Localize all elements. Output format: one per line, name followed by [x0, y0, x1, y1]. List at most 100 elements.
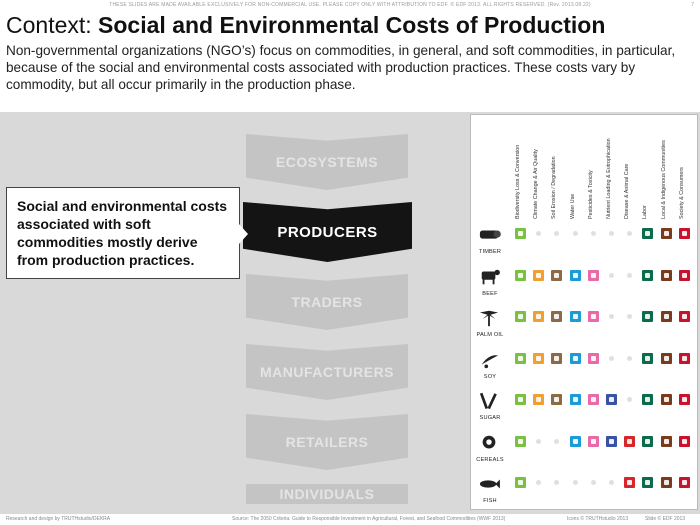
- impact-glyph-icon: [572, 314, 578, 319]
- impact-glyph-icon: [663, 314, 669, 319]
- impact-glyph-icon: [554, 397, 560, 402]
- impact-glyph-icon: [663, 231, 669, 236]
- impact-glyph-icon: [663, 355, 669, 361]
- palm-oil-icon: [477, 308, 501, 328]
- chain-step-retailers: RETAILERS: [246, 414, 408, 470]
- impact-cell-active: [678, 311, 690, 322]
- impact-glyph-icon: [609, 438, 614, 444]
- matrix-row-timber: TIMBER: [471, 221, 697, 263]
- impact-cell-active: [678, 352, 690, 364]
- page-number: 7: [691, 2, 694, 8]
- impact-cell-active: [624, 477, 636, 488]
- impact-cell-inactive: [533, 436, 544, 447]
- beef-icon: [477, 267, 501, 287]
- impact-cell-active: [678, 269, 690, 281]
- impact-glyph-icon: [645, 438, 651, 444]
- impact-cell-active: [587, 311, 599, 322]
- fish-icon: [477, 474, 501, 494]
- impact-cell-active: [678, 394, 690, 405]
- impact-cell-inactive: [551, 436, 562, 447]
- chain-step-individuals: INDIVIDUALS: [246, 484, 408, 504]
- slide-title-prefix: Context:: [6, 12, 92, 38]
- matrix-row-label: SUGAR: [479, 415, 501, 421]
- impact-glyph-icon: [536, 314, 542, 319]
- impact-cell-active: [642, 228, 654, 239]
- footer-credit: Research and design by TRUTHstudio/DEKRA: [6, 516, 111, 522]
- impact-cell-active: [515, 477, 526, 488]
- impact-glyph-icon: [681, 397, 687, 402]
- impact-glyph-icon: [663, 397, 669, 402]
- impact-glyph-icon: [645, 397, 651, 402]
- impact-glyph-icon: [609, 397, 614, 402]
- footer-icons-credit: Icons © TRUTHstudio 2013: [567, 516, 629, 522]
- impact-cell-inactive: [533, 477, 544, 488]
- impact-cell-active: [569, 269, 581, 281]
- impact-cell-active: [533, 394, 545, 405]
- impact-glyph-icon: [663, 438, 669, 444]
- impact-glyph-icon: [572, 397, 578, 402]
- matrix-column-label: Labor: [642, 205, 649, 219]
- cereals-icon: [477, 433, 501, 453]
- impact-glyph-icon: [554, 314, 560, 319]
- impact-glyph-icon: [681, 272, 687, 278]
- impact-glyph-icon: [590, 397, 596, 402]
- impact-cell-inactive: [606, 311, 617, 322]
- impact-cell-active: [551, 394, 563, 405]
- impact-glyph-icon: [627, 438, 633, 444]
- impact-glyph-icon: [681, 314, 687, 319]
- matrix-row-fish: FISH: [471, 470, 697, 512]
- matrix-column-label: Disease & Animal Care: [624, 163, 631, 219]
- impact-glyph-icon: [554, 355, 560, 361]
- callout-pointer: [239, 224, 248, 244]
- impact-cell-inactive: [588, 228, 599, 239]
- impact-cell-active: [515, 435, 526, 447]
- matrix-column-label: Soil Erosion / Degradation: [551, 156, 558, 219]
- impact-cell-active: [642, 394, 654, 405]
- impact-glyph-icon: [645, 480, 651, 485]
- impact-glyph-icon: [663, 480, 669, 485]
- impact-matrix: Biodiversity Loss & Conversion Climate Ch…: [470, 114, 698, 510]
- matrix-row-label: PALM OIL: [476, 332, 504, 338]
- impact-glyph-icon: [627, 480, 633, 485]
- impact-cell-active: [569, 394, 581, 405]
- impact-glyph-icon: [518, 480, 523, 485]
- matrix-row-label: FISH: [483, 498, 497, 504]
- impact-glyph-icon: [663, 272, 669, 278]
- footer-slide-credit: Slide © EDF 2013: [645, 516, 686, 522]
- impact-cell-active: [569, 352, 581, 364]
- impact-cell-active: [551, 352, 563, 364]
- impact-glyph-icon: [572, 438, 578, 444]
- impact-cell-active: [678, 435, 690, 447]
- impact-glyph-icon: [681, 438, 687, 444]
- matrix-row-soy: SOY: [471, 346, 697, 388]
- impact-cell-active: [533, 269, 545, 281]
- impact-cell-active: [587, 435, 599, 447]
- matrix-column-label: Climate Change & Air Quality: [533, 149, 540, 219]
- chain-step-producers: PRODUCERS: [243, 202, 412, 262]
- impact-cell-active: [551, 269, 563, 281]
- impact-cell-active: [660, 269, 672, 281]
- matrix-column-label: Nutrient Loading & Eutrophication: [606, 138, 612, 219]
- impact-cell-inactive: [570, 228, 581, 239]
- impact-cell-active: [515, 311, 526, 322]
- impact-glyph-icon: [681, 231, 687, 236]
- matrix-row-beef: BEEF: [471, 263, 697, 305]
- impact-cell-inactive: [533, 228, 544, 239]
- impact-cell-active: [533, 352, 545, 364]
- matrix-column-label: Society & Consumers: [678, 167, 685, 219]
- matrix-row-label: SOY: [483, 373, 497, 380]
- impact-cell-active: [624, 435, 636, 447]
- matrix-row-label: TIMBER: [478, 249, 502, 255]
- impact-cell-active: [515, 228, 526, 239]
- impact-cell-inactive: [606, 270, 617, 281]
- impact-glyph-icon: [681, 480, 687, 485]
- impact-glyph-icon: [518, 438, 523, 444]
- impact-cell-inactive: [551, 228, 562, 239]
- matrix-row-label: BEEF: [482, 290, 498, 297]
- impact-cell-active: [569, 311, 581, 322]
- impact-cell-inactive: [551, 477, 562, 488]
- impact-glyph-icon: [572, 272, 578, 278]
- impact-cell-active: [660, 477, 672, 488]
- soy-icon: [477, 350, 501, 370]
- matrix-row-palm-oil: PALM OIL: [471, 304, 697, 346]
